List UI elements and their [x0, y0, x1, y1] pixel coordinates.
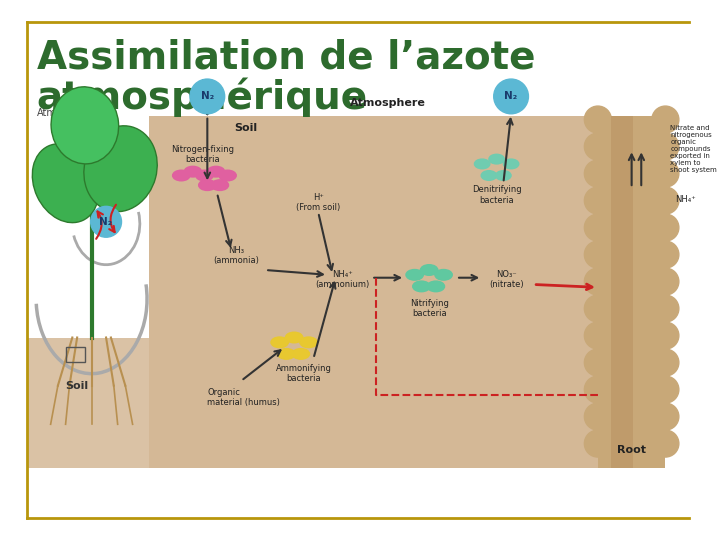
Text: Ammonifying
bacteria: Ammonifying bacteria	[276, 363, 332, 383]
Text: N₂: N₂	[99, 217, 113, 227]
Text: atmosphérique: atmosphérique	[37, 77, 368, 117]
Bar	[598, 116, 665, 468]
Text: N₂: N₂	[505, 91, 518, 102]
Circle shape	[585, 106, 611, 133]
Ellipse shape	[474, 159, 490, 168]
Circle shape	[585, 187, 611, 214]
Ellipse shape	[427, 281, 444, 292]
Ellipse shape	[196, 170, 213, 181]
Circle shape	[652, 322, 679, 349]
Bar	[150, 116, 665, 468]
Circle shape	[652, 187, 679, 214]
Circle shape	[494, 79, 528, 114]
Ellipse shape	[51, 87, 119, 164]
Ellipse shape	[84, 126, 157, 212]
Circle shape	[652, 403, 679, 430]
Text: Nitrate and
nitrogenous
organic
compounds
exported in
xylem to
shoot system: Nitrate and nitrogenous organic compound…	[670, 125, 717, 173]
Circle shape	[652, 295, 679, 322]
Text: Soil: Soil	[234, 124, 258, 133]
Circle shape	[652, 430, 679, 457]
Circle shape	[91, 206, 122, 237]
Ellipse shape	[420, 265, 438, 275]
Bar	[27, 338, 153, 468]
Ellipse shape	[207, 166, 225, 177]
Circle shape	[585, 295, 611, 322]
Text: Denitrifying
bacteria: Denitrifying bacteria	[472, 185, 521, 205]
Text: Atmosphere: Atmosphere	[37, 108, 96, 118]
Ellipse shape	[285, 332, 303, 343]
Ellipse shape	[435, 269, 452, 280]
Ellipse shape	[271, 337, 288, 348]
Ellipse shape	[184, 166, 202, 177]
Ellipse shape	[406, 269, 423, 280]
Circle shape	[585, 133, 611, 160]
Text: Assimilation de l’azote: Assimilation de l’azote	[37, 38, 535, 77]
Ellipse shape	[292, 349, 310, 359]
Ellipse shape	[300, 337, 318, 348]
Circle shape	[585, 322, 611, 349]
Ellipse shape	[211, 180, 228, 191]
Text: NH₄⁺: NH₄⁺	[675, 195, 696, 204]
Ellipse shape	[495, 171, 511, 180]
Circle shape	[190, 79, 225, 114]
Ellipse shape	[503, 159, 519, 168]
Circle shape	[652, 133, 679, 160]
Text: H⁺
(From soil): H⁺ (From soil)	[296, 193, 341, 212]
Ellipse shape	[173, 170, 190, 181]
Text: Nitrifying
bacteria: Nitrifying bacteria	[410, 299, 449, 318]
Circle shape	[652, 268, 679, 295]
Text: NH₃
(ammonia): NH₃ (ammonia)	[213, 246, 259, 265]
Circle shape	[585, 214, 611, 241]
Circle shape	[652, 214, 679, 241]
Circle shape	[585, 268, 611, 295]
Ellipse shape	[413, 281, 430, 292]
Circle shape	[652, 376, 679, 403]
Circle shape	[652, 106, 679, 133]
Text: Organic
material (humus): Organic material (humus)	[207, 388, 280, 407]
Circle shape	[585, 403, 611, 430]
Circle shape	[652, 349, 679, 376]
Ellipse shape	[278, 349, 295, 359]
Circle shape	[652, 241, 679, 268]
Ellipse shape	[481, 171, 497, 180]
Circle shape	[585, 349, 611, 376]
Ellipse shape	[32, 144, 99, 222]
Text: NH₄⁺
(ammonium): NH₄⁺ (ammonium)	[315, 270, 369, 289]
Circle shape	[652, 160, 679, 187]
Ellipse shape	[199, 180, 216, 191]
Text: Nitrogen-fixing
bacteria: Nitrogen-fixing bacteria	[171, 145, 234, 164]
Circle shape	[585, 241, 611, 268]
Circle shape	[585, 376, 611, 403]
Ellipse shape	[489, 154, 504, 164]
Text: Atmosphere: Atmosphere	[350, 98, 426, 108]
Bar	[611, 116, 633, 468]
Ellipse shape	[219, 170, 236, 181]
Text: N₂: N₂	[201, 91, 214, 102]
Bar	[66, 347, 85, 362]
Text: NO₃⁻
(nitrate): NO₃⁻ (nitrate)	[489, 270, 523, 289]
Text: Soil: Soil	[66, 381, 89, 391]
Circle shape	[585, 160, 611, 187]
Circle shape	[585, 430, 611, 457]
Text: Root: Root	[617, 445, 646, 455]
